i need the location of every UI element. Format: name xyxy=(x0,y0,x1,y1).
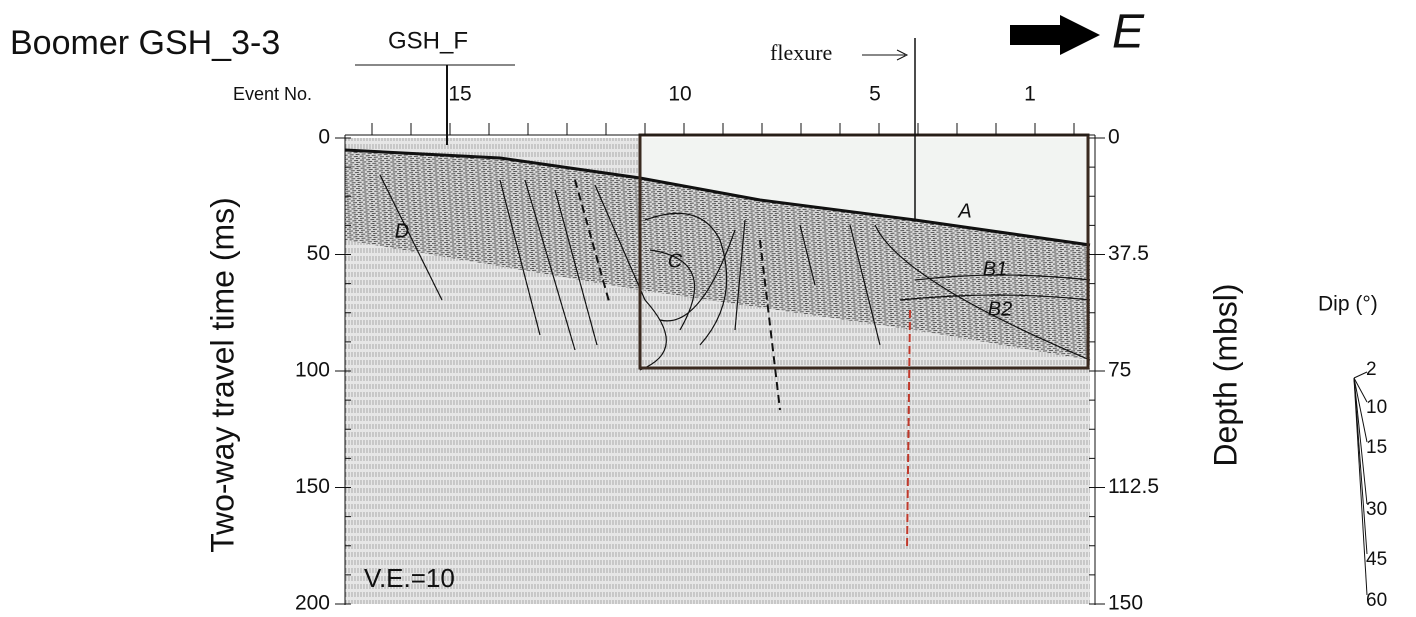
event-tick-label: 5 xyxy=(869,83,881,106)
left-tick-label: 50 xyxy=(307,242,330,265)
unit-label: B2 xyxy=(988,298,1012,320)
title: Boomer GSH_3-3 xyxy=(10,24,280,62)
right-tick-label: 75 xyxy=(1108,359,1131,382)
page: Boomer GSH_3-3 GSH_F flexure E Event No.… xyxy=(0,0,1416,617)
unit-label: C xyxy=(668,250,683,272)
dip-label: 2 xyxy=(1366,359,1377,380)
dip-label: 45 xyxy=(1366,549,1387,570)
event-tick-marks xyxy=(372,123,1074,135)
right-tick-label: 112.5 xyxy=(1108,475,1159,498)
flexure-arrow xyxy=(862,50,907,60)
right-axis-label: Depth (mbsl) xyxy=(1207,283,1243,466)
direction-arrow xyxy=(1010,15,1100,55)
left-tick-label: 200 xyxy=(295,592,330,615)
dip-label: 30 xyxy=(1366,499,1387,520)
left-tick-label: 0 xyxy=(318,126,330,149)
left-axis-label: Two-way travel time (ms) xyxy=(204,197,240,553)
event-tick-label: 15 xyxy=(448,83,471,106)
event-tick-label: 1 xyxy=(1024,83,1036,106)
right-tick-label: 0 xyxy=(1108,126,1120,149)
dip-scale-label: Dip (°) xyxy=(1318,293,1378,316)
left-tick-label: 100 xyxy=(295,359,330,382)
figure: Boomer GSH_3-3 GSH_F flexure E Event No.… xyxy=(0,0,1416,617)
fault-label: GSH_F xyxy=(388,27,468,54)
left-tick-label: 150 xyxy=(295,475,330,498)
dip-label: 15 xyxy=(1366,437,1387,458)
event-tick-label: 10 xyxy=(668,83,691,106)
unit-label: D xyxy=(395,220,409,242)
event-axis-label: Event No. xyxy=(233,84,312,104)
dip-label: 60 xyxy=(1366,590,1387,611)
right-tick-label: 150 xyxy=(1108,592,1143,615)
flexure-label: flexure xyxy=(770,40,832,65)
right-tick-label: 37.5 xyxy=(1108,242,1149,265)
vertical-exaggeration: V.E.=10 xyxy=(364,563,455,593)
dip-label: 10 xyxy=(1366,397,1387,418)
direction-label: E xyxy=(1112,6,1145,59)
unit-label: B1 xyxy=(983,258,1007,280)
unit-label: A xyxy=(957,200,971,222)
